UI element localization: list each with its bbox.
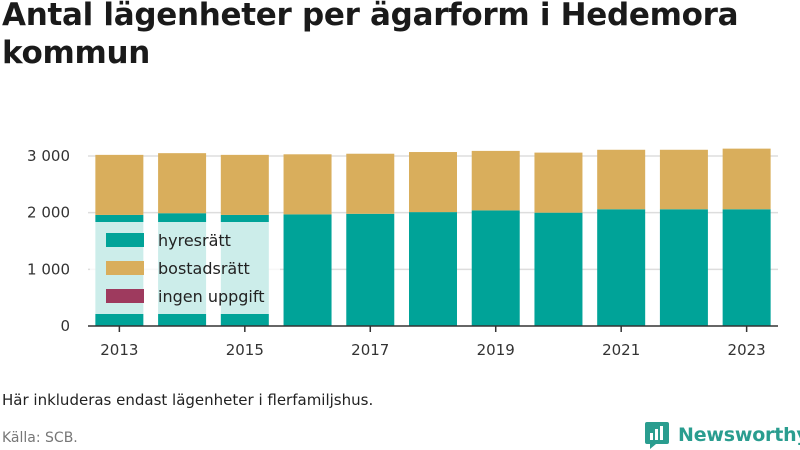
bar-segment: [722, 148, 771, 210]
y-tick-label: 3 000: [27, 147, 70, 165]
x-tick-label: 2017: [351, 341, 389, 359]
bar-segment: [409, 212, 457, 326]
logo-text: Newsworthy: [678, 424, 800, 446]
chart-title: Antal lägenheter per ägarform i Hedemora…: [2, 0, 739, 71]
bar-segment: [471, 150, 520, 211]
legend-swatch: [106, 289, 144, 303]
axis-layer: 0 1 000 2 000 3 000 2013 2015 2017 2019 2021 2023: [27, 147, 778, 359]
bar-segment: [471, 210, 520, 326]
bar-segment: [534, 212, 583, 326]
newsworthy-logo-icon: [645, 422, 669, 449]
legend-label: bostadsrätt: [158, 259, 250, 278]
y-tick-label: 1 000: [27, 260, 70, 278]
stacked-bar-chart: 0 1 000 2 000 3 000 2013 2015 2017 2019 2021 2023…: [27, 147, 778, 359]
legend-swatch: [106, 261, 144, 275]
bar-segment: [659, 149, 708, 210]
bar-segment: [283, 214, 332, 326]
x-tick-label: 2019: [477, 341, 515, 359]
legend-swatch: [106, 233, 144, 247]
bar-segment: [597, 149, 646, 210]
x-tick-label: 2013: [100, 341, 138, 359]
bar-segment: [158, 153, 207, 214]
bar-segment: [95, 154, 144, 215]
y-tick-label: 0: [60, 317, 70, 335]
bar-segment: [283, 154, 332, 215]
legend-layer: hyresrätt bostadsrätt ingen uppgift: [90, 222, 280, 314]
bar-segment: [659, 209, 708, 326]
y-tick-label: 2 000: [27, 204, 70, 222]
chart-source: Källa: SCB.: [2, 430, 78, 446]
bar-segment: [346, 153, 395, 214]
bar-segment: [409, 152, 457, 213]
x-tick-label: 2023: [728, 341, 766, 359]
bar-segment: [722, 209, 771, 326]
x-tick-label: 2021: [602, 341, 640, 359]
chart-note: Här inkluderas endast lägenheter i flerf…: [2, 391, 374, 409]
legend-label: ingen uppgift: [158, 287, 265, 306]
bar-segment: [346, 213, 395, 326]
newsworthy-logo[interactable]: Newsworthy: [644, 420, 800, 450]
bar-segment: [534, 152, 583, 213]
bar-segment: [597, 209, 646, 326]
legend-label: hyresrätt: [158, 231, 231, 250]
bar-segment: [220, 154, 269, 215]
x-tick-label: 2015: [226, 341, 264, 359]
